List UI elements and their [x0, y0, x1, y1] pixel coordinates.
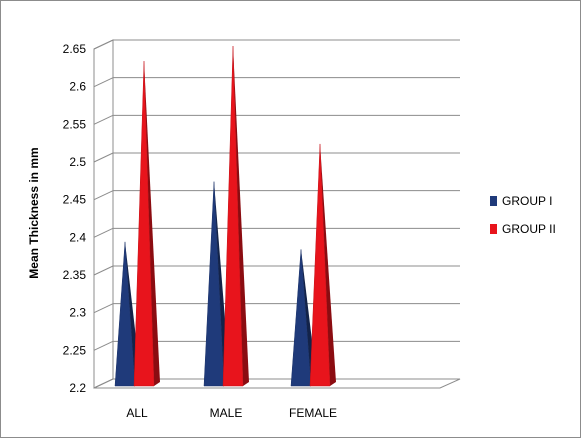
- x-tick-label: ALL: [126, 406, 148, 420]
- y-tick-label: 2.35: [63, 268, 87, 282]
- bar: [114, 241, 136, 387]
- bar-cone-side: [233, 46, 249, 386]
- x-tick-label: MALE: [210, 406, 243, 420]
- y-tick-label: 2.5: [69, 155, 86, 169]
- legend: GROUP I GROUP II: [490, 194, 556, 236]
- bar: [133, 61, 155, 387]
- y-tick-label: 2.55: [63, 117, 87, 131]
- gridline-side: [93, 265, 114, 276]
- y-tick-label: 2.25: [63, 343, 87, 357]
- y-tick-label: 2.6: [69, 80, 86, 94]
- gridline-side: [93, 227, 114, 238]
- legend-swatch: [490, 224, 497, 234]
- side-wall: [93, 39, 114, 389]
- x-axis-ticks: ALL MALE FEMALE: [126, 406, 337, 420]
- y-axis-ticks: 2.2 2.25 2.3 2.35 2.4 2.45 2.5 2.55 2.6 2.65: [63, 42, 87, 395]
- y-tick-label: 2.45: [63, 193, 87, 207]
- gridline-side: [93, 190, 114, 201]
- gridline-side: [93, 39, 114, 50]
- bar: [309, 143, 331, 387]
- x-tick-label: FEMALE: [289, 406, 337, 420]
- bars: [114, 45, 336, 387]
- y-tick-label: 2.2: [69, 381, 86, 395]
- gridline-side: [93, 378, 114, 389]
- y-tick-label: 2.65: [63, 42, 87, 56]
- y-axis-title: Mean Thickness in mm: [27, 147, 41, 278]
- gridline-side: [93, 340, 114, 351]
- bar: [222, 45, 244, 387]
- legend-label: GROUP II: [502, 222, 556, 236]
- gridline-side: [93, 152, 114, 163]
- gridline-side: [93, 303, 114, 314]
- bar: [290, 249, 312, 387]
- bar-cone-side: [144, 61, 160, 387]
- gridlines: [93, 39, 460, 389]
- y-tick-label: 2.4: [69, 230, 86, 244]
- y-tick-label: 2.3: [69, 306, 86, 320]
- legend-label: GROUP I: [502, 194, 552, 208]
- bar: [203, 181, 225, 387]
- bar-cone-side: [320, 143, 336, 386]
- gridline-side: [93, 77, 114, 88]
- gridline-side: [93, 114, 114, 125]
- legend-swatch: [490, 196, 497, 206]
